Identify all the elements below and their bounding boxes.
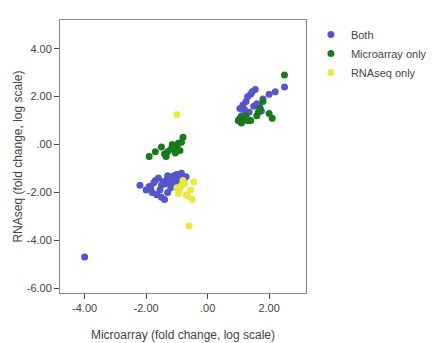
svg-text:-4.00: -4.00	[72, 302, 97, 314]
svg-text:4.00: 4.00	[30, 43, 51, 55]
svg-text:-2.00: -2.00	[134, 302, 159, 314]
svg-text:RNAseq (fold change, log scale: RNAseq (fold change, log scale)	[11, 70, 25, 242]
svg-text:2.00: 2.00	[258, 302, 279, 314]
svg-text:-2.00: -2.00	[27, 186, 52, 198]
svg-text:.00: .00	[37, 138, 52, 150]
svg-text:Both: Both	[351, 29, 374, 41]
svg-text:RNAseq only: RNAseq only	[351, 67, 416, 79]
svg-text:-6.00: -6.00	[27, 282, 52, 294]
svg-text:.00: .00	[200, 302, 215, 314]
svg-text:-4.00: -4.00	[27, 234, 52, 246]
svg-text:Microarray only: Microarray only	[351, 48, 427, 60]
svg-text:2.00: 2.00	[30, 90, 51, 102]
svg-text:Microarray (fold change, log s: Microarray (fold change, log scale)	[91, 328, 275, 342]
